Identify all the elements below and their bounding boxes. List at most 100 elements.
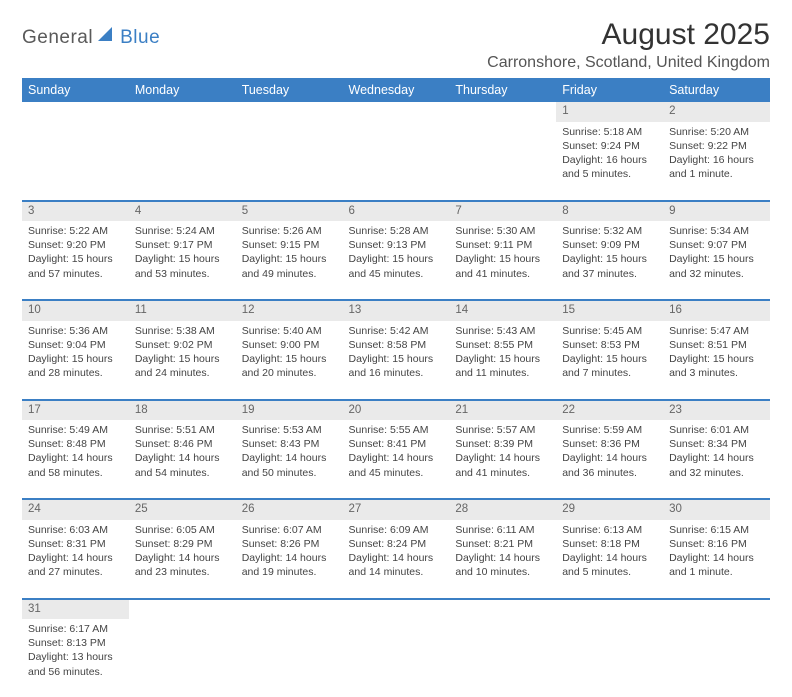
sail-icon bbox=[98, 26, 118, 47]
sunset-text: Sunset: 9:04 PM bbox=[28, 338, 123, 352]
day-number: 2 bbox=[663, 102, 770, 122]
day-number bbox=[129, 599, 236, 620]
day-cell: Sunrise: 5:26 AMSunset: 9:15 PMDaylight:… bbox=[236, 221, 343, 299]
daylight-text: Daylight: 14 hours and 14 minutes. bbox=[349, 551, 444, 579]
daylight-text: Daylight: 14 hours and 5 minutes. bbox=[562, 551, 657, 579]
calendar-body: 12Sunrise: 5:18 AMSunset: 9:24 PMDayligh… bbox=[22, 102, 770, 697]
day-header: Saturday bbox=[663, 78, 770, 102]
sunrise-text: Sunrise: 5:43 AM bbox=[455, 324, 550, 338]
day-header: Tuesday bbox=[236, 78, 343, 102]
day-cell: Sunrise: 5:57 AMSunset: 8:39 PMDaylight:… bbox=[449, 420, 556, 498]
day-cell: Sunrise: 6:05 AMSunset: 8:29 PMDaylight:… bbox=[129, 520, 236, 598]
day-number: 15 bbox=[556, 300, 663, 321]
day-number-row: 17181920212223 bbox=[22, 400, 770, 421]
day-cell: Sunrise: 5:32 AMSunset: 9:09 PMDaylight:… bbox=[556, 221, 663, 299]
daylight-text: Daylight: 15 hours and 24 minutes. bbox=[135, 352, 230, 380]
sunset-text: Sunset: 8:34 PM bbox=[669, 437, 764, 451]
sunrise-text: Sunrise: 5:49 AM bbox=[28, 423, 123, 437]
sunset-text: Sunset: 9:00 PM bbox=[242, 338, 337, 352]
day-cell: Sunrise: 5:45 AMSunset: 8:53 PMDaylight:… bbox=[556, 321, 663, 399]
sunset-text: Sunset: 8:29 PM bbox=[135, 537, 230, 551]
day-cell: Sunrise: 5:53 AMSunset: 8:43 PMDaylight:… bbox=[236, 420, 343, 498]
sunset-text: Sunset: 8:51 PM bbox=[669, 338, 764, 352]
sunrise-text: Sunrise: 5:26 AM bbox=[242, 224, 337, 238]
day-number: 7 bbox=[449, 201, 556, 222]
daylight-text: Daylight: 14 hours and 32 minutes. bbox=[669, 451, 764, 479]
day-number bbox=[22, 102, 129, 122]
day-cell: Sunrise: 6:09 AMSunset: 8:24 PMDaylight:… bbox=[343, 520, 450, 598]
sunset-text: Sunset: 9:07 PM bbox=[669, 238, 764, 252]
header: General Blue August 2025 Carronshore, Sc… bbox=[22, 18, 770, 72]
sunset-text: Sunset: 8:24 PM bbox=[349, 537, 444, 551]
sunrise-text: Sunrise: 5:51 AM bbox=[135, 423, 230, 437]
day-cell bbox=[22, 122, 129, 200]
day-number: 24 bbox=[22, 499, 129, 520]
sunrise-text: Sunrise: 6:11 AM bbox=[455, 523, 550, 537]
day-content-row: Sunrise: 5:36 AMSunset: 9:04 PM Daylight:… bbox=[22, 321, 770, 399]
sunrise-text: Sunrise: 5:28 AM bbox=[349, 224, 444, 238]
day-cell: Sunrise: 5:36 AMSunset: 9:04 PMDaylight:… bbox=[22, 321, 129, 399]
day-number: 4 bbox=[129, 201, 236, 222]
day-number bbox=[343, 102, 450, 122]
day-number bbox=[236, 102, 343, 122]
month-title: August 2025 bbox=[487, 18, 770, 52]
day-number: 11 bbox=[129, 300, 236, 321]
day-cell: Sunrise: 5:59 AMSunset: 8:36 PMDaylight:… bbox=[556, 420, 663, 498]
sunrise-text: Sunrise: 5:57 AM bbox=[455, 423, 550, 437]
sunset-text: Sunset: 9:22 PM bbox=[669, 139, 764, 153]
daylight-text: Daylight: 16 hours and 1 minute. bbox=[669, 153, 764, 181]
day-number: 21 bbox=[449, 400, 556, 421]
day-number bbox=[556, 599, 663, 620]
sunset-text: Sunset: 8:58 PM bbox=[349, 338, 444, 352]
day-number-row: 10111213141516 bbox=[22, 300, 770, 321]
day-number bbox=[343, 599, 450, 620]
daylight-text: Daylight: 13 hours and 56 minutes. bbox=[28, 650, 123, 678]
day-cell: Sunrise: 5:49 AMSunset: 8:48 PMDaylight:… bbox=[22, 420, 129, 498]
daylight-text: Daylight: 14 hours and 10 minutes. bbox=[455, 551, 550, 579]
day-cell bbox=[663, 619, 770, 697]
day-number: 20 bbox=[343, 400, 450, 421]
day-number: 31 bbox=[22, 599, 129, 620]
location: Carronshore, Scotland, United Kingdom bbox=[487, 54, 770, 72]
sunrise-text: Sunrise: 5:36 AM bbox=[28, 324, 123, 338]
day-number: 13 bbox=[343, 300, 450, 321]
day-header: Wednesday bbox=[343, 78, 450, 102]
sunrise-text: Sunrise: 6:17 AM bbox=[28, 622, 123, 636]
sunset-text: Sunset: 8:39 PM bbox=[455, 437, 550, 451]
day-number bbox=[236, 599, 343, 620]
sunrise-text: Sunrise: 6:09 AM bbox=[349, 523, 444, 537]
daylight-text: Daylight: 15 hours and 53 minutes. bbox=[135, 252, 230, 280]
day-number: 14 bbox=[449, 300, 556, 321]
daylight-text: Daylight: 15 hours and 49 minutes. bbox=[242, 252, 337, 280]
sunset-text: Sunset: 9:17 PM bbox=[135, 238, 230, 252]
day-cell: Sunrise: 5:18 AMSunset: 9:24 PMDaylight:… bbox=[556, 122, 663, 200]
day-number: 17 bbox=[22, 400, 129, 421]
sunset-text: Sunset: 8:43 PM bbox=[242, 437, 337, 451]
sunrise-text: Sunrise: 5:53 AM bbox=[242, 423, 337, 437]
sunrise-text: Sunrise: 5:47 AM bbox=[669, 324, 764, 338]
day-content-row: Sunrise: 5:49 AMSunset: 8:48 PM Daylight:… bbox=[22, 420, 770, 498]
day-number: 30 bbox=[663, 499, 770, 520]
day-cell bbox=[236, 122, 343, 200]
day-number: 25 bbox=[129, 499, 236, 520]
sunrise-text: Sunrise: 5:30 AM bbox=[455, 224, 550, 238]
sunrise-text: Sunrise: 5:24 AM bbox=[135, 224, 230, 238]
day-header: Friday bbox=[556, 78, 663, 102]
day-header: Thursday bbox=[449, 78, 556, 102]
sunset-text: Sunset: 8:55 PM bbox=[455, 338, 550, 352]
day-cell bbox=[129, 122, 236, 200]
sunrise-text: Sunrise: 6:07 AM bbox=[242, 523, 337, 537]
daylight-text: Daylight: 15 hours and 16 minutes. bbox=[349, 352, 444, 380]
sunset-text: Sunset: 8:48 PM bbox=[28, 437, 123, 451]
logo: General Blue bbox=[22, 26, 160, 49]
sunset-text: Sunset: 9:24 PM bbox=[562, 139, 657, 153]
sunrise-text: Sunrise: 6:03 AM bbox=[28, 523, 123, 537]
day-number: 16 bbox=[663, 300, 770, 321]
day-number: 23 bbox=[663, 400, 770, 421]
sunrise-text: Sunrise: 6:13 AM bbox=[562, 523, 657, 537]
sunset-text: Sunset: 8:31 PM bbox=[28, 537, 123, 551]
daylight-text: Daylight: 16 hours and 5 minutes. bbox=[562, 153, 657, 181]
sunrise-text: Sunrise: 5:32 AM bbox=[562, 224, 657, 238]
day-cell bbox=[343, 619, 450, 697]
day-number: 27 bbox=[343, 499, 450, 520]
